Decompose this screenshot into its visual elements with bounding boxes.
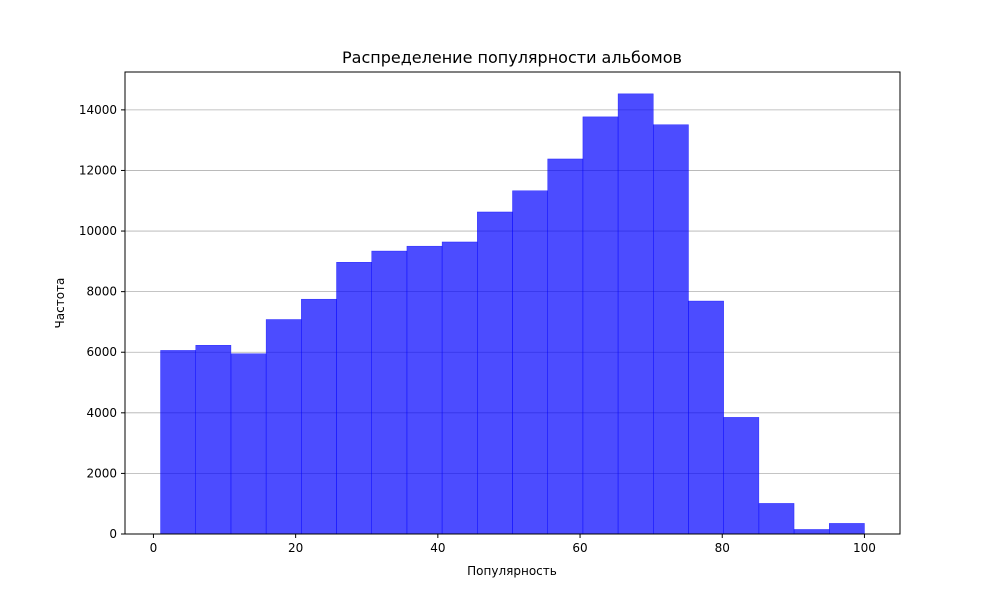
y-tick-label: 2000 [86, 466, 117, 480]
histogram-bar [582, 116, 619, 535]
plot-frame [124, 71, 901, 535]
histogram-bar [723, 417, 760, 535]
histogram-bar [265, 319, 302, 535]
histogram-bar [653, 124, 689, 535]
histogram-bar [301, 298, 337, 535]
histogram-bar [441, 241, 478, 535]
histogram-bar [793, 529, 830, 535]
histogram-bar [617, 93, 654, 535]
histogram-bar [688, 300, 724, 535]
y-tick-label: 12000 [79, 163, 117, 177]
x-axis-title: Популярность [467, 564, 557, 578]
y-tick-label: 4000 [86, 406, 117, 420]
histogram-bar [477, 211, 513, 535]
x-tick-label: 0 [150, 541, 158, 555]
y-tick-label: 8000 [86, 285, 117, 299]
bars-layer [160, 93, 865, 535]
x-axis-ticks: 0 20 40 60 80 100 [150, 534, 876, 555]
histogram-bar [406, 245, 443, 535]
histogram-bar [230, 353, 267, 535]
y-tick-label: 10000 [79, 224, 117, 238]
histogram-bar [547, 158, 584, 535]
y-axis-title: Частота [53, 278, 67, 329]
x-tick-label: 40 [430, 541, 445, 555]
histogram-bar [829, 523, 865, 535]
y-tick-label: 0 [109, 527, 117, 541]
histogram-bar [512, 190, 548, 535]
x-tick-label: 100 [853, 541, 876, 555]
y-tick-label: 6000 [86, 345, 117, 359]
histogram-bar [758, 503, 795, 535]
y-tick-label: 14000 [79, 103, 117, 117]
x-tick-label: 60 [572, 541, 587, 555]
y-axis-ticks: 0 2000 4000 6000 8000 10000 12000 14000 [79, 103, 125, 541]
histogram-bar [371, 250, 408, 535]
histogram-bar [160, 350, 196, 535]
histogram-bar [195, 345, 232, 535]
chart-title: Распределение популярности альбомов [342, 48, 682, 67]
x-tick-label: 20 [288, 541, 303, 555]
x-tick-label: 80 [715, 541, 730, 555]
histogram-bar [336, 262, 372, 535]
